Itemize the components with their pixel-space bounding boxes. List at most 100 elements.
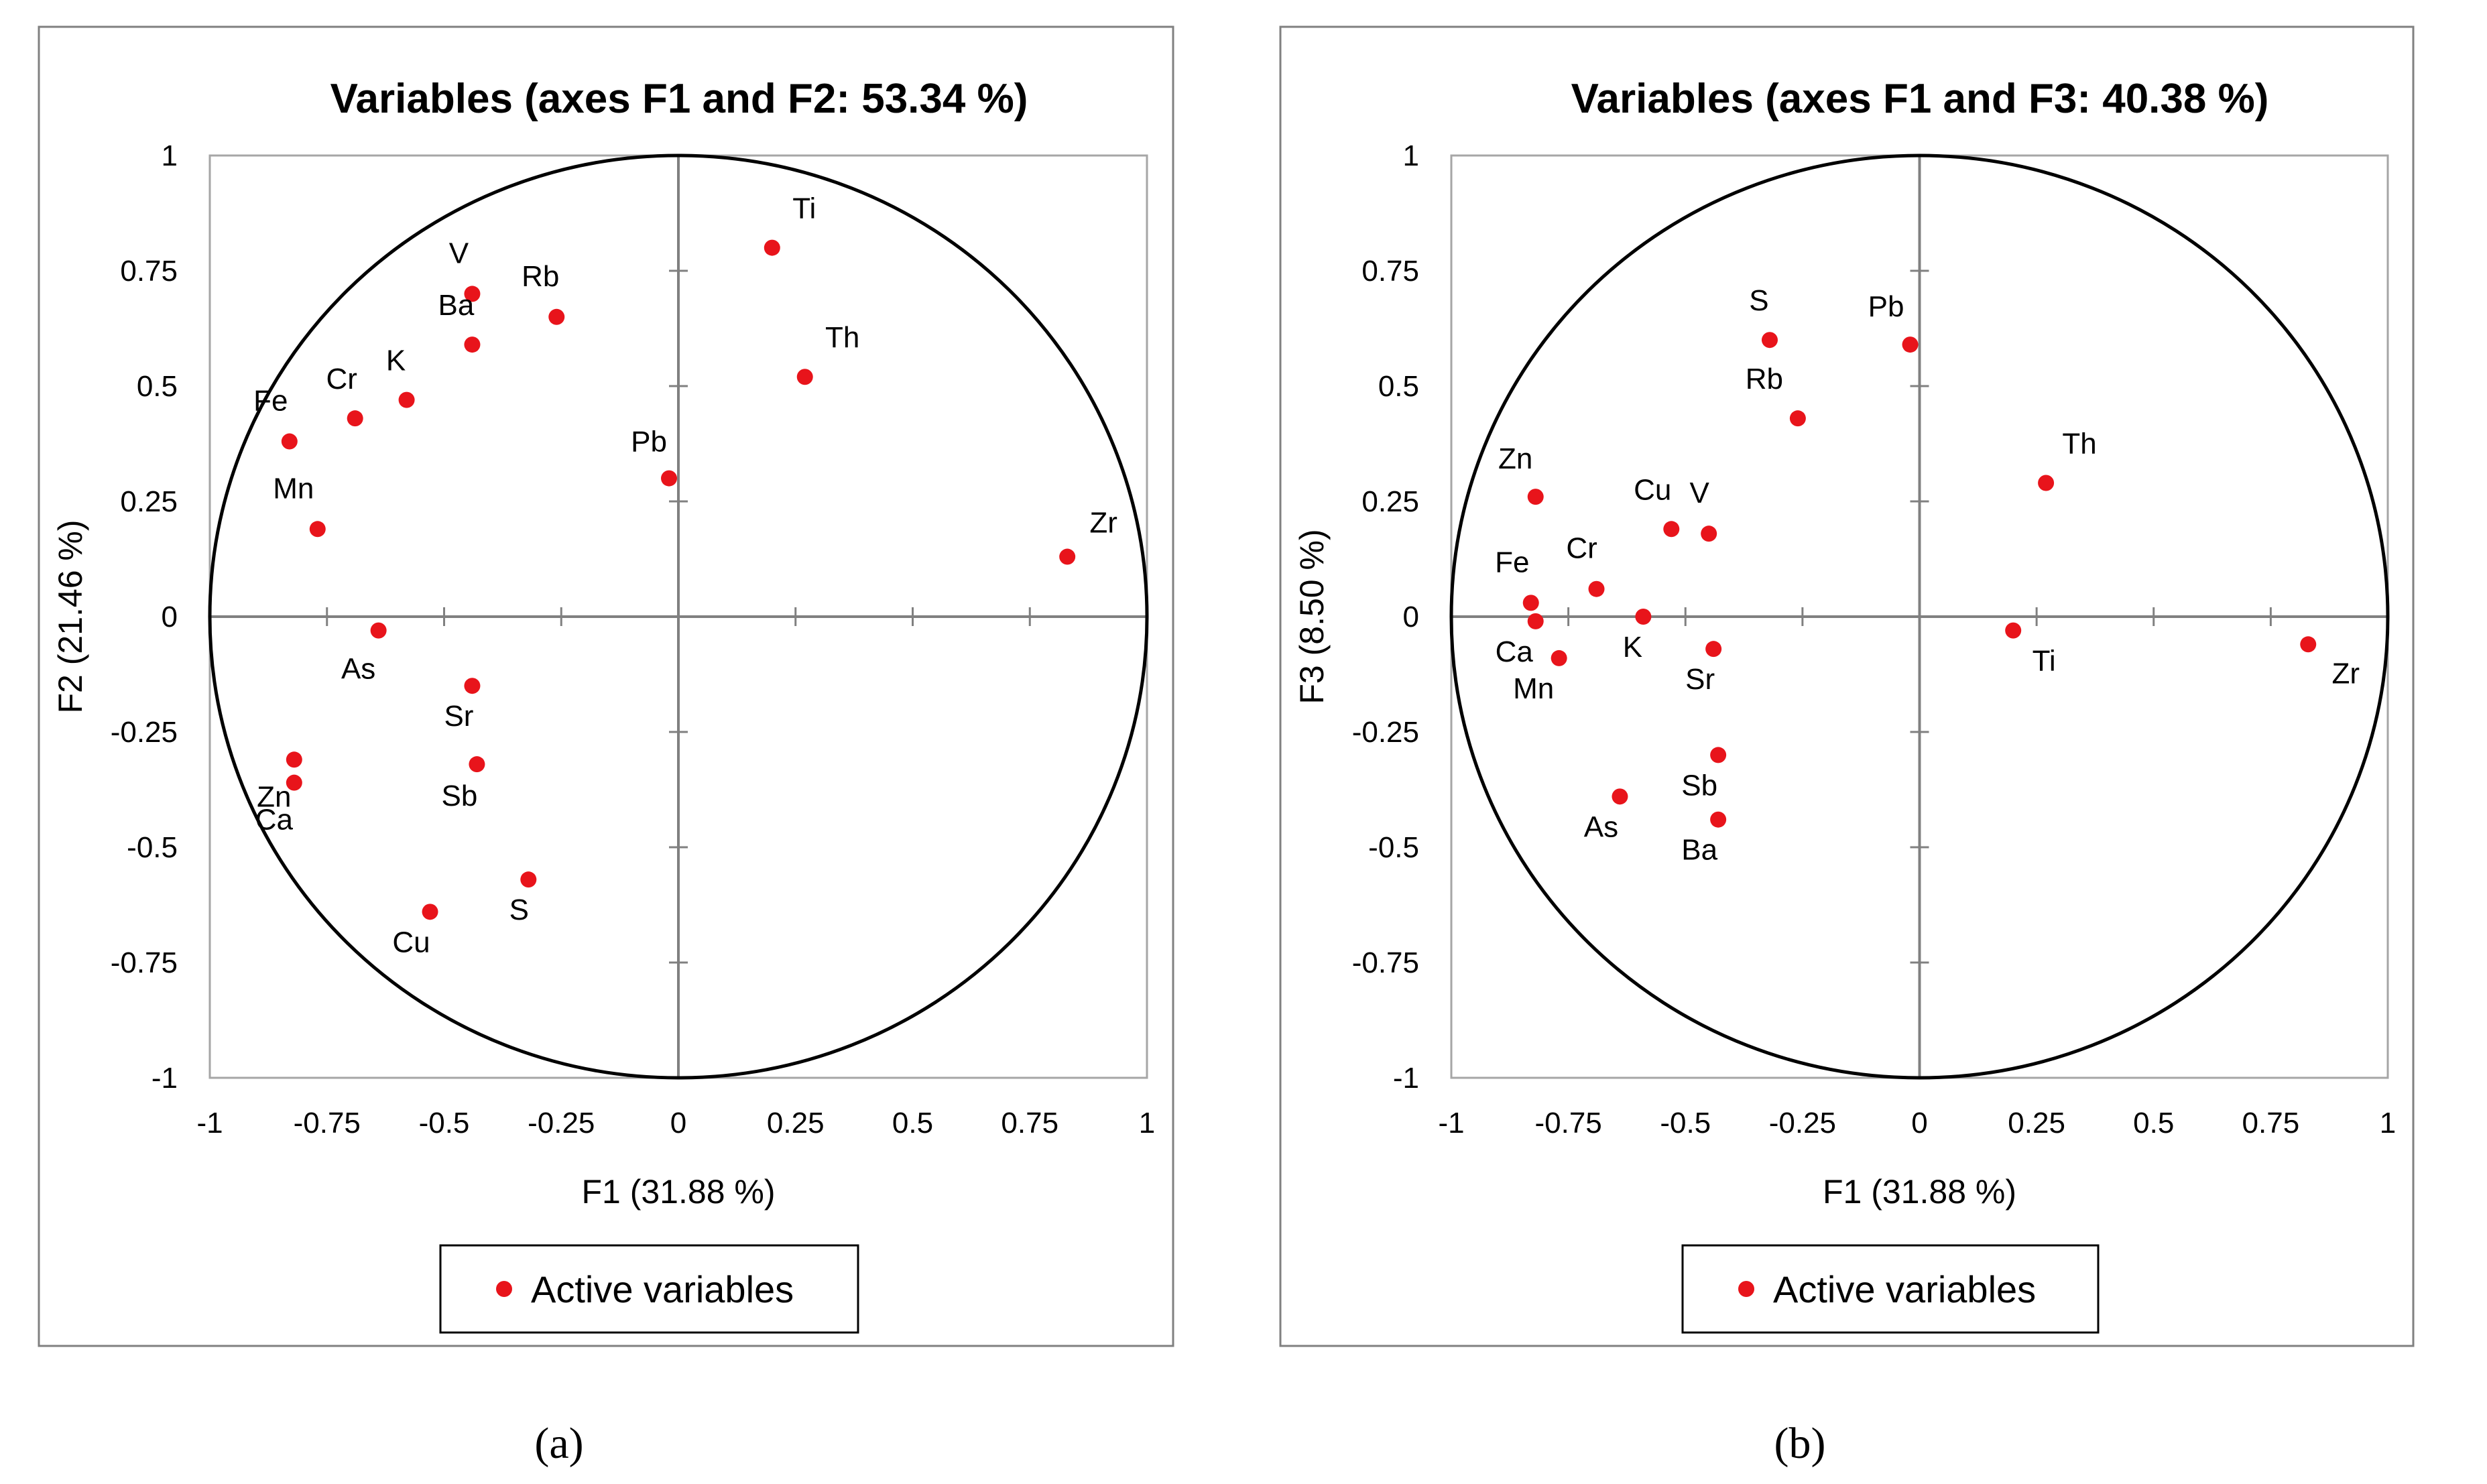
data-point-sr: [1705, 641, 1722, 658]
data-point-cr: [347, 410, 363, 427]
point-label-th: Th: [2062, 427, 2096, 460]
y-axis-label: F2 (21.46 %): [52, 519, 89, 713]
y-tick-label: 0.25: [120, 485, 178, 518]
point-label-ti: Ti: [792, 192, 816, 225]
x-tick-label: 1: [1139, 1107, 1155, 1139]
x-tick-label: 0.5: [892, 1107, 933, 1139]
x-tick-label: -1: [1438, 1107, 1464, 1139]
data-point-th: [796, 369, 813, 385]
point-label-s: S: [1749, 284, 1768, 317]
y-tick-label: 0: [162, 601, 178, 633]
data-point-zn: [286, 751, 302, 768]
x-tick-label: 0.75: [2242, 1107, 2300, 1139]
chart-title: Variables (axes F1 and F2: 53.34 %): [330, 76, 1028, 122]
data-point-ca: [286, 774, 302, 791]
x-tick-label: 1: [2380, 1107, 2396, 1139]
data-point-k: [398, 391, 415, 408]
y-tick-label: -0.25: [1352, 716, 1419, 749]
x-tick-label: -0.5: [419, 1107, 470, 1139]
point-label-mn: Mn: [1513, 672, 1554, 705]
point-label-k: K: [1623, 631, 1642, 664]
x-tick-label: -0.75: [294, 1107, 361, 1139]
point-label-cr: Cr: [1566, 532, 1597, 565]
data-point-mn: [1551, 650, 1567, 666]
data-point-cu: [1663, 521, 1680, 538]
x-tick-label: -0.5: [1660, 1107, 1711, 1139]
x-tick-label: -0.25: [528, 1107, 595, 1139]
data-point-cr: [1588, 580, 1605, 597]
y-tick-label: 1: [1403, 139, 1419, 172]
data-point-pb: [661, 470, 678, 487]
data-point-v: [1701, 525, 1717, 542]
legend: Active variables: [439, 1244, 859, 1334]
x-tick-label: 0.25: [2008, 1107, 2065, 1139]
data-point-v: [464, 286, 481, 302]
data-point-ti: [2005, 622, 2022, 639]
chart-panel-b: -1 -0.75 -0.5 -0.25 0 0.25 0.5 0.75 1 1 0.75 0.5 0.2…: [1279, 25, 2415, 1468]
data-point-mn: [309, 521, 326, 538]
data-point-rb: [1789, 410, 1806, 427]
y-axis-label: F3 (8.50 %): [1293, 529, 1331, 704]
legend-label: Active variables: [1773, 1268, 2036, 1310]
point-label-cu: Cu: [1634, 473, 1671, 506]
point-label-zn: Zn: [257, 780, 291, 813]
data-point-th: [2038, 475, 2055, 491]
point-label-ca: Ca: [1496, 635, 1534, 668]
point-label-mn: Mn: [273, 472, 314, 505]
correlation-circle: [208, 153, 1149, 1080]
y-tick-label: 0.75: [1361, 255, 1419, 288]
x-tick-label: -0.75: [1534, 1107, 1601, 1139]
data-point-as: [370, 622, 387, 639]
point-label-ti: Ti: [2033, 645, 2056, 678]
data-point-s: [520, 871, 537, 888]
data-point-sb: [469, 756, 485, 773]
y-tick-label: -0.75: [1352, 946, 1419, 979]
data-point-ca: [1527, 613, 1544, 629]
chart-frame: [38, 25, 1174, 1347]
data-point-zn: [1527, 489, 1544, 505]
data-point-pb: [1902, 336, 1919, 353]
point-label-sb: Sb: [1681, 769, 1717, 802]
x-axis-label: F1 (31.88 %): [581, 1173, 775, 1211]
y-tick-label: -0.25: [111, 716, 178, 749]
y-tick-label: 0.5: [1378, 370, 1419, 403]
x-tick-label: -1: [196, 1107, 223, 1139]
data-point-as: [1612, 788, 1628, 805]
point-label-zn: Zn: [1498, 442, 1532, 475]
data-point-ba: [464, 336, 481, 353]
chart-frame: [1279, 25, 2415, 1347]
data-point-ba: [1710, 811, 1727, 828]
x-tick-label: -0.25: [1769, 1107, 1836, 1139]
point-label-fe: Fe: [253, 385, 288, 418]
point-label-v: V: [449, 237, 469, 269]
point-label-k: K: [386, 345, 406, 377]
x-tick-label: 0: [1911, 1107, 1927, 1139]
data-point-zr: [2300, 636, 2317, 653]
y-tick-label: -0.5: [127, 831, 178, 864]
point-label-th: Th: [825, 321, 859, 354]
y-tick-label: -0.5: [1368, 831, 1419, 864]
x-tick-label: 0.5: [2133, 1107, 2174, 1139]
point-label-sb: Sb: [442, 780, 478, 812]
y-tick-label: 0.5: [137, 370, 178, 403]
y-tick-label: 0.25: [1361, 485, 1419, 518]
data-point-sr: [464, 678, 481, 694]
point-label-sr: Sr: [1685, 663, 1715, 696]
x-tick-label: 0.25: [767, 1107, 825, 1139]
data-point-cu: [422, 904, 438, 920]
x-tick-label: 0.75: [1001, 1107, 1058, 1139]
data-point-sb: [1710, 747, 1727, 763]
point-label-ca: Ca: [255, 804, 294, 837]
legend-label: Active variables: [531, 1268, 794, 1310]
legend-marker: [1738, 1281, 1754, 1297]
point-label-rb: Rb: [522, 260, 559, 293]
data-point-zr: [1059, 548, 1076, 565]
data-point-ti: [764, 239, 780, 256]
x-tick-label: 0: [670, 1107, 686, 1139]
y-tick-label: 1: [162, 139, 178, 172]
point-label-pb: Pb: [1868, 290, 1904, 323]
point-label-pb: Pb: [631, 426, 667, 458]
correlation-circle: [1449, 153, 2390, 1080]
data-point-fe: [1522, 595, 1539, 611]
